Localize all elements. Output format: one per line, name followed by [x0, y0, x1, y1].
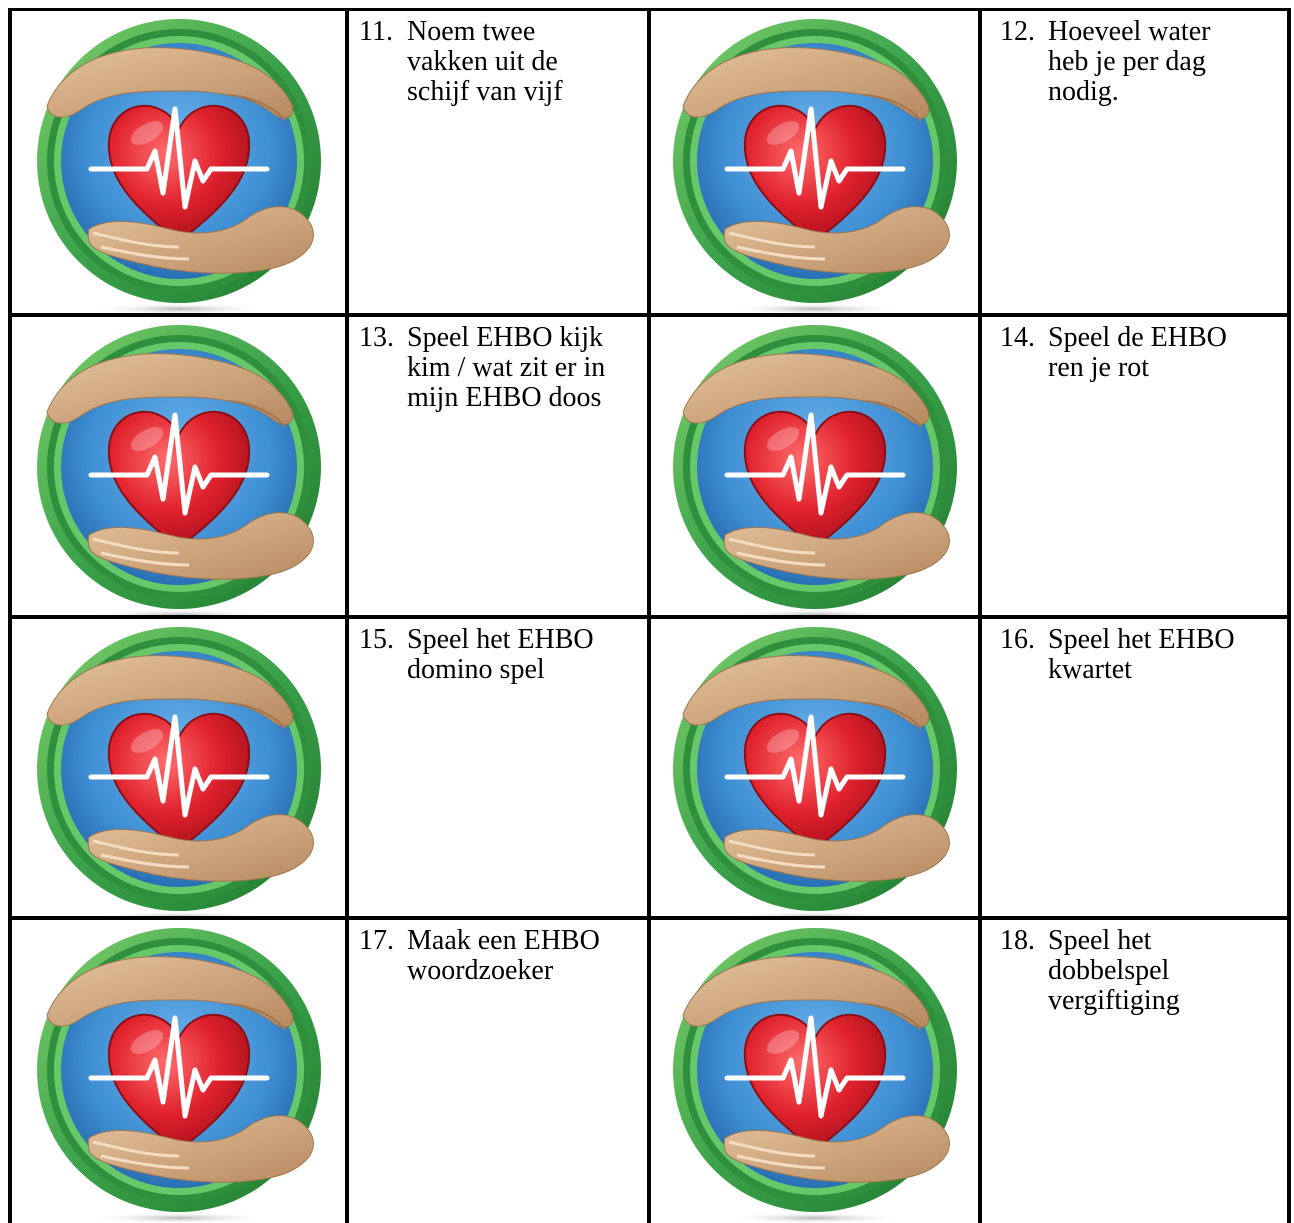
question-number: 17. [359, 925, 394, 956]
question-text: Hoeveel water heb je per dag nodig. [1048, 16, 1211, 107]
question-card: 14. Speel de EHBO ren je rot [982, 317, 1287, 615]
question-item: 15. Speel het EHBO domino spel [359, 625, 647, 685]
heart-in-hands-icon [29, 619, 329, 916]
heart-in-hands-icon [29, 920, 329, 1222]
table-border [8, 916, 1291, 920]
question-number: 15. [359, 624, 394, 655]
question-number: 14. [1000, 322, 1035, 353]
question-number: 11. [359, 16, 393, 47]
question-text: Speel het dobbelspel vergiftiging [1048, 925, 1180, 1016]
question-card: 18. Speel het dobbelspel vergiftiging [982, 920, 1287, 1223]
table-border [8, 615, 1291, 619]
logo-cell [12, 11, 345, 313]
heart-in-hands-icon [665, 920, 965, 1222]
question-text: Noem twee vakken uit de schijf van vijf [407, 16, 563, 107]
logo-cell [651, 920, 978, 1223]
question-card: 15. Speel het EHBO domino spel [349, 619, 647, 916]
logo-cell [651, 11, 978, 313]
question-item: 18. Speel het dobbelspel vergiftiging [1000, 926, 1287, 1016]
question-text: Speel de EHBO ren je rot [1048, 322, 1227, 383]
question-number: 12. [1000, 16, 1035, 47]
logo-cell [651, 317, 978, 615]
question-card: 13. Speel EHBO kijk kim / wat zit er in … [349, 317, 647, 615]
question-card: 11. Noem twee vakken uit de schijf van v… [349, 11, 647, 313]
logo-cell [12, 619, 345, 916]
question-number: 18. [1000, 925, 1035, 956]
logo-cell [651, 619, 978, 916]
question-number: 16. [1000, 624, 1035, 655]
question-item: 17. Maak een EHBO woordzoeker [359, 926, 647, 986]
question-text: Speel het EHBO kwartet [1048, 624, 1235, 685]
question-item: 16. Speel het EHBO kwartet [1000, 625, 1287, 685]
question-item: 12. Hoeveel water heb je per dag nodig. [1000, 17, 1287, 107]
logo-cell [12, 317, 345, 615]
question-item: 11. Noem twee vakken uit de schijf van v… [359, 17, 647, 107]
table-border [8, 313, 1291, 317]
heart-in-hands-icon [665, 619, 965, 916]
heart-in-hands-icon [665, 317, 965, 615]
question-item: 13. Speel EHBO kijk kim / wat zit er in … [359, 323, 647, 413]
table-border [8, 8, 1291, 11]
heart-in-hands-icon [29, 11, 329, 313]
logo-cell [12, 920, 345, 1223]
question-card: 16. Speel het EHBO kwartet [982, 619, 1287, 916]
question-text: Maak een EHBO woordzoeker [407, 925, 600, 986]
question-text: Speel EHBO kijk kim / wat zit er in mijn… [407, 322, 606, 413]
heart-in-hands-icon [29, 317, 329, 615]
heart-in-hands-icon [665, 11, 965, 313]
question-card: 12. Hoeveel water heb je per dag nodig. [982, 11, 1287, 313]
question-card: 17. Maak een EHBO woordzoeker [349, 920, 647, 1223]
question-text: Speel het EHBO domino spel [407, 624, 594, 685]
question-number: 13. [359, 322, 394, 353]
question-item: 14. Speel de EHBO ren je rot [1000, 323, 1287, 383]
